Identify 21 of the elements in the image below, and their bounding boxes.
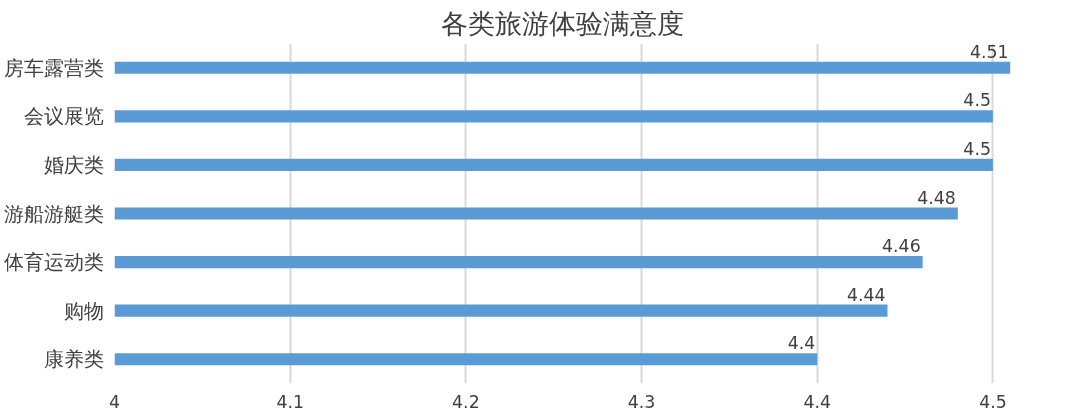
y-tick-label: 会议展览: [23, 104, 104, 129]
y-tick-label: 康养类: [43, 347, 104, 372]
x-tick-label: 4.2: [452, 391, 480, 412]
data-label: 4.44: [846, 284, 886, 305]
y-tick-label: 购物: [63, 298, 104, 323]
x-tick-label: 4.5: [979, 391, 1007, 412]
data-label: 4.5: [963, 90, 991, 111]
data-label: 4.51: [969, 41, 1009, 62]
x-tick-label: 4.4: [803, 391, 832, 412]
data-label: 4.4: [787, 333, 816, 354]
x-tick-label: 4.1: [276, 391, 304, 412]
y-tick-label: 婚庆类: [43, 152, 104, 177]
x-tick-label: 4.3: [627, 391, 656, 412]
chart-title: 各类旅游体验满意度: [441, 7, 684, 39]
data-label: 4.5: [963, 138, 991, 159]
y-tick-label: 房车露营类: [3, 55, 104, 80]
x-tick-label: 4: [108, 391, 121, 412]
y-tick-label: 游船游艇类: [3, 201, 104, 226]
y-tick-label: 体育运动类: [3, 250, 104, 275]
data-label: 4.48: [917, 187, 956, 208]
data-label: 4.46: [882, 236, 921, 257]
